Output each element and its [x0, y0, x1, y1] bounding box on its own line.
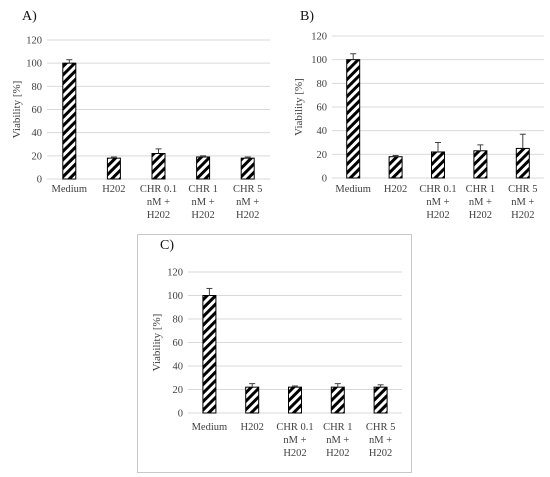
panel-c-chart: C) 0 20 40 60 80 100 120 Viability [%] Medium H202…	[151, 238, 402, 459]
panel-a-category-label-4: CHR 5	[233, 184, 262, 195]
panel-b-category-label-0: Medium	[335, 184, 371, 195]
panel-c-category-label-3: CHR 1	[323, 422, 352, 433]
panel-c-category-label-2: CHR 0.1	[276, 422, 313, 433]
panel-a-y-tick-label: 20	[32, 151, 43, 162]
panel-c-category-label-3: nM +	[326, 435, 349, 446]
panel-a-y-axis-label: Viability [%]	[11, 81, 23, 139]
panel-a-category-label-3: H202	[191, 210, 214, 221]
panel-a-y-tick-label: 80	[32, 82, 43, 93]
panel-c-category-label-4: H202	[369, 448, 392, 459]
panel-c-bar-1	[245, 386, 260, 414]
panel-c-category-label-1: H202	[241, 422, 264, 433]
panel-a-chart: A) 0 20 40 60 80 100 120 Viability [%] Medium H202…	[11, 9, 270, 221]
panel-c-label: C)	[160, 238, 174, 253]
panel-a-category-label-3: CHR 1	[188, 184, 217, 195]
panel-a-category-label-2: H202	[147, 210, 170, 221]
panel-b-bar-1	[388, 156, 403, 179]
panel-b-y-tick-label: 120	[311, 32, 327, 43]
panel-c-category-label-4: nM +	[369, 435, 392, 446]
panel-a-category-label-4: nM +	[236, 197, 259, 208]
panel-c-y-tick-label: 120	[167, 268, 183, 279]
panel-b-bar-3	[473, 150, 488, 179]
panel-b-bar-0	[346, 59, 361, 179]
panel-a-bar-0	[62, 62, 77, 180]
panel-b-category-label-3: H202	[469, 210, 492, 221]
panel-c-bar-2	[288, 386, 302, 414]
panel-a-y-tick-label: 40	[32, 128, 43, 139]
panel-c-bar-4	[373, 386, 388, 414]
panel-c-category-label-2: nM +	[283, 435, 306, 446]
panel-b-category-label-2: H202	[426, 210, 449, 221]
panel-b-bar-2	[431, 151, 445, 179]
panel-b-y-tick-label: 60	[317, 103, 328, 114]
panel-b-category-label-4: H202	[511, 210, 534, 221]
panel-c-y-tick-label: 60	[173, 338, 184, 349]
panel-b-y-tick-label: 100	[311, 55, 327, 66]
panel-a-y-tick-label: 60	[32, 105, 43, 116]
panel-c-y-tick-label: 0	[178, 409, 183, 420]
panel-b-category-label-4: nM +	[511, 197, 534, 208]
panel-a-bar-4	[240, 157, 255, 180]
panel-a-bar-3	[196, 156, 211, 180]
panel-c-category-label-0: Medium	[192, 422, 228, 433]
panel-c-y-tick-label: 20	[173, 385, 184, 396]
panel-a-y-tick-label: 0	[37, 175, 42, 186]
panel-b-category-label-2: CHR 0.1	[419, 184, 456, 195]
panel-b-category-label-2: nM +	[426, 197, 449, 208]
panel-b-category-label-1: H202	[384, 184, 407, 195]
panel-b-y-tick-label: 0	[322, 174, 327, 185]
panel-b-y-tick-label: 80	[317, 79, 328, 90]
panel-b-category-label-4: CHR 5	[508, 184, 537, 195]
panel-a-y-tick-label: 100	[26, 59, 42, 70]
panel-b-label: B)	[300, 9, 314, 24]
panel-a-label: A)	[22, 9, 37, 24]
panel-a-category-label-0: Medium	[52, 184, 88, 195]
panel-c-bar-3	[330, 386, 345, 414]
panel-c-y-tick-label: 40	[173, 362, 184, 373]
panel-b-y-tick-label: 40	[317, 126, 328, 137]
panel-c-y-axis-label: Viability [%]	[151, 314, 163, 372]
panel-c-frame	[137, 234, 412, 473]
panel-a-bar-2	[151, 153, 166, 180]
panel-a-category-label-1: H202	[102, 184, 125, 195]
panel-c-y-tick-label: 80	[173, 315, 184, 326]
panel-c-category-label-4: CHR 5	[366, 422, 395, 433]
panel-b-chart: B) 0 20 40 60 80 100 120 Viability [%] Medium H202…	[293, 9, 544, 221]
panel-c-bar-0	[202, 295, 217, 414]
panel-c-category-label-3: H202	[326, 448, 349, 459]
panel-b-category-label-3: nM +	[469, 197, 492, 208]
panel-a-category-label-4: H202	[236, 210, 259, 221]
panel-b-y-axis-label: Viability [%]	[293, 78, 305, 136]
panel-c-category-label-2: H202	[283, 448, 306, 459]
panel-a-category-label-2: CHR 0.1	[140, 184, 177, 195]
panel-b-bar-4	[515, 147, 530, 179]
panel-b-category-label-3: CHR 1	[466, 184, 495, 195]
panel-a-y-tick-label: 120	[26, 36, 42, 47]
panel-a-category-label-3: nM +	[192, 197, 215, 208]
panel-c-y-tick-label: 100	[167, 291, 183, 302]
panel-a-category-label-2: nM +	[147, 197, 170, 208]
panel-a-bar-1	[106, 157, 121, 180]
panel-b-y-tick-label: 20	[317, 150, 328, 161]
